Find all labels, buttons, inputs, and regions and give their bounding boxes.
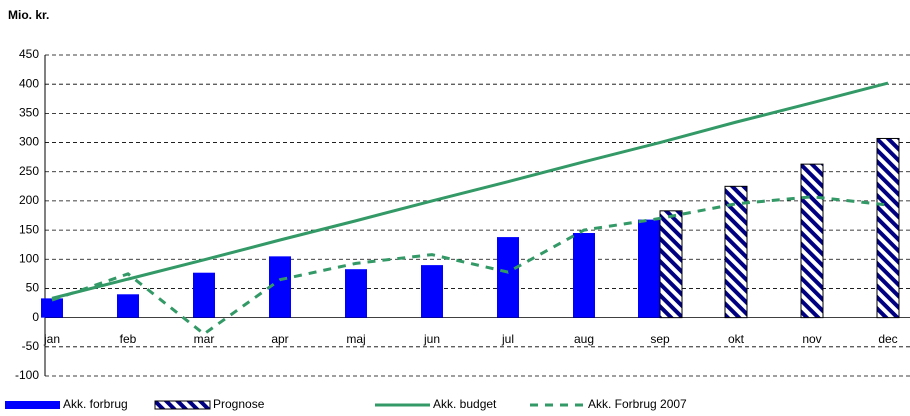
bar [497, 237, 519, 318]
y-tick-label: 50 [26, 281, 40, 295]
x-tick-label: mar [194, 332, 215, 346]
y-tick-label: -50 [22, 339, 40, 353]
y-tick-label: 0 [32, 310, 39, 324]
hatched-bar [876, 137, 900, 319]
hatched-bar [724, 185, 748, 319]
bar [638, 219, 660, 318]
x-tick-label: sep [650, 332, 670, 346]
x-tick-label: feb [120, 332, 137, 346]
bar [117, 294, 139, 318]
x-tick-label: aug [574, 332, 594, 346]
y-tick-label: 250 [19, 164, 39, 178]
bar [573, 233, 595, 318]
x-tick-label: maj [346, 332, 365, 346]
x-tick-label: jan [43, 332, 60, 346]
y-tick-label: 400 [19, 76, 39, 90]
bar [421, 265, 443, 318]
x-tick-label: jul [501, 332, 514, 346]
y-tick-label: 300 [19, 135, 39, 149]
legend-label: Akk. forbrug [63, 397, 128, 411]
legend-label: Akk. budget [433, 397, 497, 411]
y-tick-label: 150 [19, 222, 39, 236]
legend-label: Prognose [213, 397, 265, 411]
hatched-bar [659, 210, 683, 319]
x-tick-label: okt [728, 332, 745, 346]
bar [41, 298, 63, 318]
legend-swatch [5, 401, 60, 409]
y-tick-label: -100 [15, 368, 39, 382]
legend-label: Akk. Forbrug 2007 [588, 397, 687, 411]
y-tick-label: 200 [19, 193, 39, 207]
x-tick-label: nov [802, 332, 821, 346]
chart-title: Mio. kr. [8, 8, 49, 22]
bar [193, 272, 215, 318]
x-tick-label: apr [271, 332, 288, 346]
bar [345, 269, 367, 318]
legend-swatch [154, 400, 211, 410]
x-tick-label: dec [878, 332, 897, 346]
bar [269, 256, 291, 318]
y-tick-label: 450 [19, 47, 39, 61]
y-tick-label: 350 [19, 106, 39, 120]
x-tick-label: jun [423, 332, 440, 346]
line [51, 81, 889, 300]
hatched-bar [800, 163, 824, 319]
y-tick-label: 100 [19, 251, 39, 265]
dashed-line [51, 195, 889, 336]
